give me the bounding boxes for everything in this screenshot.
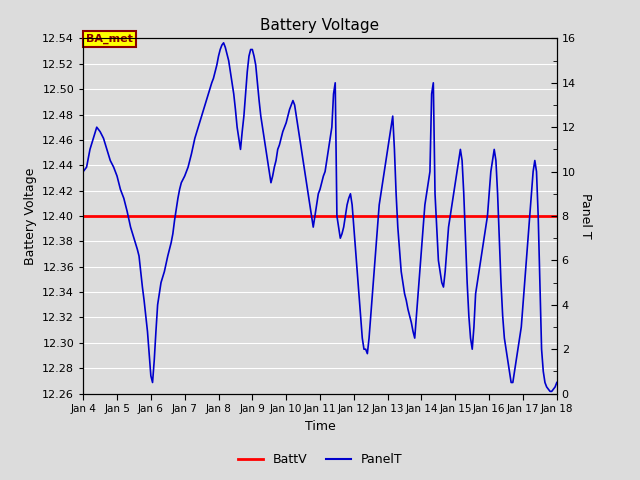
Y-axis label: Battery Voltage: Battery Voltage [24, 168, 36, 264]
Legend: BattV, PanelT: BattV, PanelT [232, 448, 408, 471]
Title: Battery Voltage: Battery Voltage [260, 18, 380, 33]
Text: BA_met: BA_met [86, 34, 132, 45]
Y-axis label: Panel T: Panel T [579, 193, 593, 239]
X-axis label: Time: Time [305, 420, 335, 432]
